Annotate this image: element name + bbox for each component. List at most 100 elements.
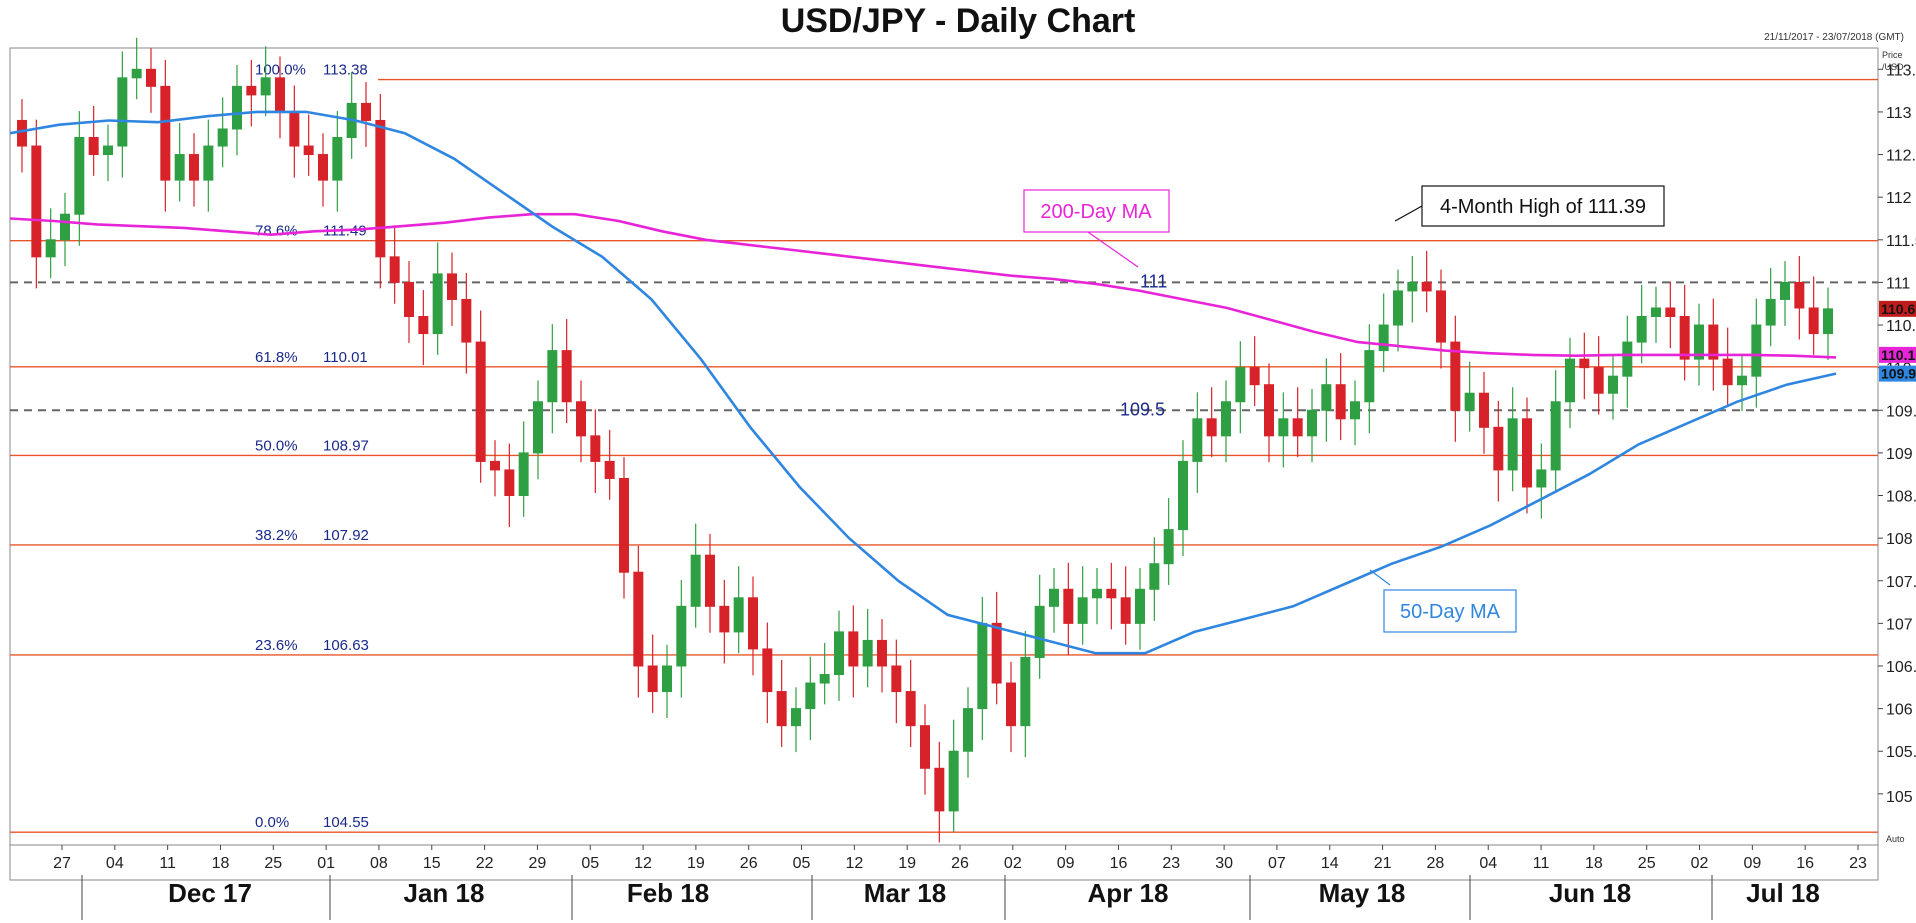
candle-body: [189, 154, 199, 181]
x-tick-label: 14: [1321, 855, 1339, 872]
candle-body: [1751, 324, 1762, 377]
candle-body: [1163, 529, 1174, 565]
y-tick-label: 110.5: [1886, 318, 1916, 335]
candle-body: [805, 682, 816, 710]
y-tick-label: 108.5: [1886, 489, 1916, 506]
date-range: 21/11/2017 - 23/07/2018 (GMT): [1764, 32, 1904, 43]
month-label: Apr 18: [1088, 878, 1169, 908]
candle-body: [633, 571, 644, 667]
x-tick-label: 21: [1374, 855, 1392, 872]
y-tick-label: 105: [1886, 789, 1913, 806]
x-tick-label: 05: [793, 855, 811, 872]
high-callout-box: [1421, 185, 1665, 227]
x-tick-label: 02: [1691, 855, 1709, 872]
x-tick-label: 09: [1743, 855, 1761, 872]
x-tick-label: 11: [1533, 855, 1550, 872]
candle-body: [260, 77, 271, 96]
ma200-value-badge-label: 110.15: [1881, 347, 1916, 363]
candle-body: [1006, 682, 1016, 727]
candle-body: [103, 145, 113, 156]
y-tick-label: 112.5: [1886, 148, 1916, 165]
candle-body: [1063, 588, 1074, 624]
x-tick-label: 18: [1585, 855, 1603, 872]
candle-body: [1364, 350, 1375, 403]
x-tick-label: 26: [951, 855, 969, 872]
candle-body: [475, 341, 486, 462]
fib-pct-label: 78.6%: [255, 223, 298, 240]
month-label: Feb 18: [627, 878, 709, 908]
candle-body: [160, 85, 171, 181]
y-tick-label: 112: [1886, 190, 1912, 207]
candle-body: [1335, 384, 1346, 420]
ma50-pointer: [1369, 569, 1391, 586]
x-tick-label: 18: [212, 855, 230, 872]
candle-body: [1651, 307, 1661, 318]
x-tick-label: 27: [53, 855, 71, 872]
ma200-value-badge: [1879, 346, 1916, 363]
x-tick-label: 05: [581, 855, 599, 872]
x-tick-label: 04: [106, 855, 124, 872]
candle-body: [1579, 358, 1590, 369]
candle-body: [275, 77, 285, 113]
candle-body: [246, 85, 257, 96]
ma200-callout-label: 200-Day MA: [1040, 201, 1152, 223]
fib-value-label: 104.55: [323, 814, 369, 831]
candle-body: [1679, 316, 1690, 360]
candle-body: [1450, 341, 1461, 411]
ma50-line: [9, 110, 1837, 655]
y-tick-label: 106: [1886, 702, 1913, 719]
candle-body: [1823, 308, 1833, 335]
candle-body: [1550, 401, 1561, 471]
candle-body: [203, 145, 214, 181]
x-tick-label: 30: [1215, 855, 1233, 872]
candle-body: [1321, 384, 1332, 411]
candle-body: [117, 77, 128, 147]
candle-body: [705, 554, 715, 607]
candle-body: [174, 154, 185, 181]
candle-body: [1464, 392, 1475, 411]
candle-body: [1536, 469, 1547, 488]
ma200-callout-box: [1023, 189, 1170, 233]
candle-body: [748, 597, 758, 650]
candle-body: [1135, 588, 1145, 624]
candle-body: [834, 631, 844, 676]
candle-body: [45, 239, 56, 258]
x-tick-label: 08: [370, 855, 388, 872]
candle-body: [920, 725, 930, 769]
candle-body: [1249, 367, 1260, 386]
x-tick-label: 23: [1849, 855, 1867, 872]
candle-body: [404, 281, 414, 318]
candle-body: [991, 622, 1002, 684]
candle-body: [891, 665, 902, 693]
candle-body: [791, 708, 801, 727]
x-tick-label: 23: [1162, 855, 1180, 872]
month-label: Jun 18: [1549, 878, 1631, 908]
high-callout-label: 4-Month High of 111.39: [1440, 196, 1646, 218]
candle-body: [619, 477, 629, 573]
candle-body: [533, 401, 543, 454]
auto-label: Auto: [1886, 834, 1905, 844]
candle-body: [547, 350, 558, 403]
candle-body: [1034, 605, 1045, 658]
x-tick-label: 25: [1638, 855, 1656, 872]
candle-body: [1092, 588, 1102, 599]
candle-body: [561, 350, 572, 403]
candle-body: [905, 691, 916, 727]
candle-body: [1120, 597, 1131, 624]
x-tick-label: 19: [898, 855, 916, 872]
candle-body: [217, 128, 228, 147]
candle-body: [862, 639, 873, 667]
candle-body: [490, 460, 500, 471]
candle-body: [131, 68, 142, 79]
candle-body: [647, 665, 658, 693]
candle-body: [332, 137, 343, 181]
fib-value-label: 107.92: [323, 527, 369, 544]
candle-body: [504, 469, 515, 497]
candle-body: [1665, 307, 1676, 318]
candle-body: [1722, 358, 1733, 386]
candle-body: [977, 622, 988, 710]
candle-body: [418, 316, 429, 335]
candle-body: [1737, 375, 1747, 386]
fib-value-label: 106.63: [323, 637, 369, 654]
